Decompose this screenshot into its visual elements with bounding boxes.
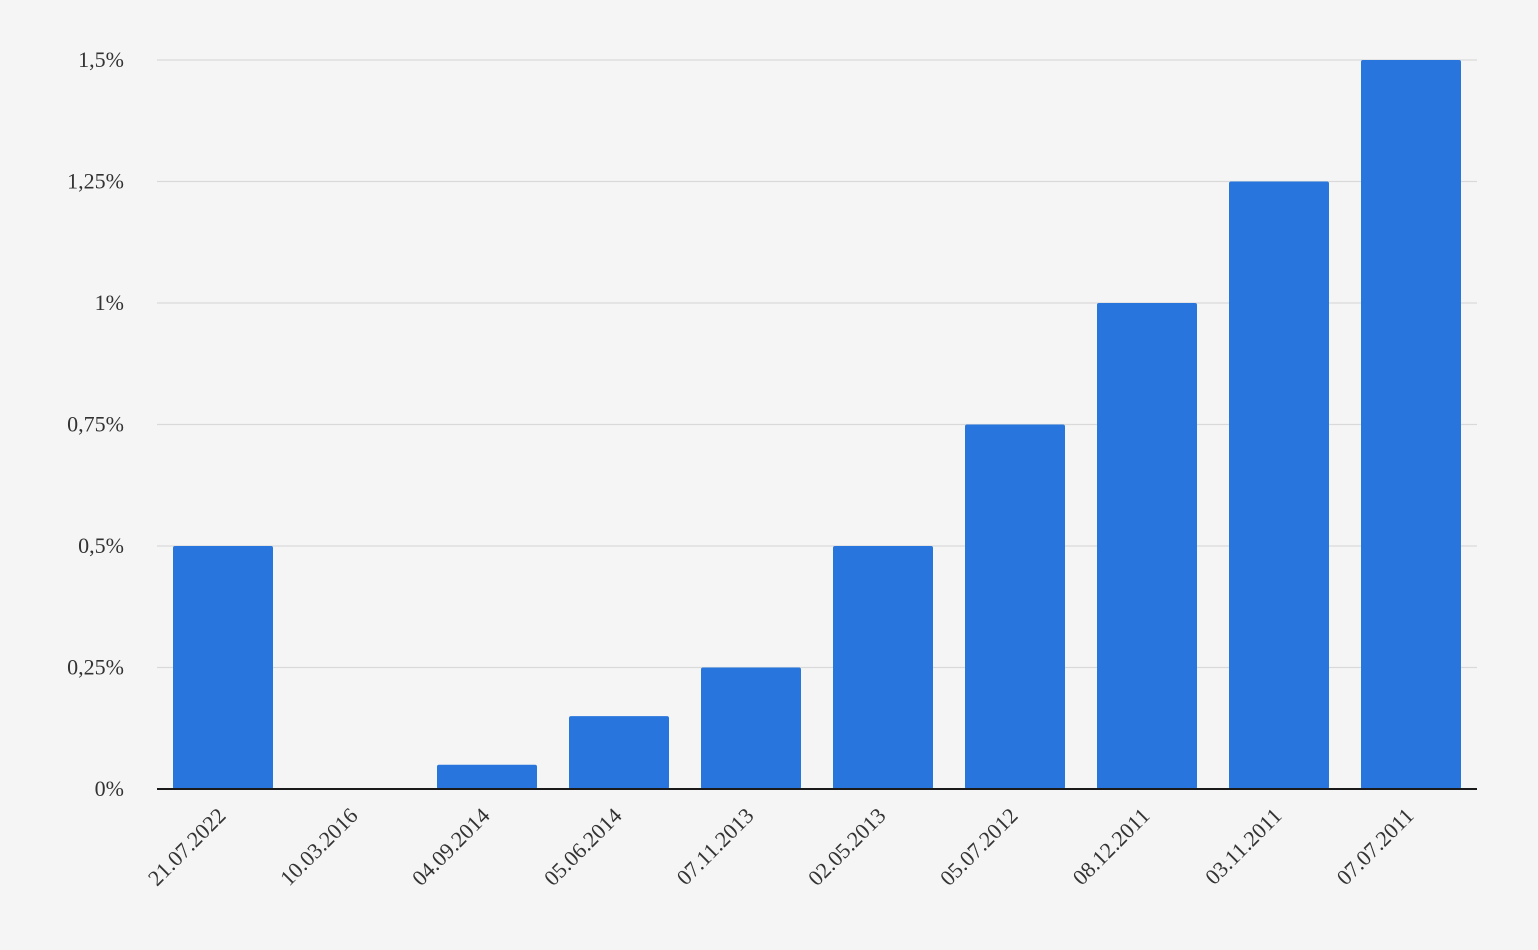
- bar-03.11.2011[interactable]: [1229, 181, 1329, 790]
- bar-05.07.2012[interactable]: [965, 424, 1065, 790]
- y-tick-label: 1,25%: [67, 169, 124, 194]
- bars: [173, 60, 1461, 789]
- y-tick-label: 0%: [95, 776, 124, 801]
- x-tick-label: 04.09.2014: [407, 803, 495, 891]
- y-tick-label: 0,5%: [78, 533, 124, 558]
- x-tick-label: 03.11.2011: [1200, 803, 1287, 890]
- bar-08.12.2011[interactable]: [1097, 303, 1197, 789]
- bar-07.07.2011[interactable]: [1361, 60, 1461, 789]
- x-tick-label: 08.12.2011: [1067, 803, 1154, 890]
- x-tick-label: 05.06.2014: [539, 803, 627, 891]
- y-tick-label: 1%: [95, 290, 124, 315]
- y-tick-label: 1,5%: [78, 47, 124, 72]
- y-tick-label: 0,25%: [67, 655, 124, 680]
- x-tick-label: 07.11.2013: [671, 803, 758, 890]
- bar-04.09.2014[interactable]: [437, 764, 537, 789]
- x-axis-tick-labels: 21.07.2022 10.03.2016 04.09.2014 05.06.2014…: [143, 803, 1419, 891]
- x-tick-label: 05.07.2012: [935, 803, 1023, 891]
- x-tick-label: 02.05.2013: [803, 803, 891, 891]
- bar-07.11.2013[interactable]: [701, 667, 801, 790]
- y-tick-label: 0,75%: [67, 412, 124, 437]
- bar-21.07.2022[interactable]: [173, 546, 273, 789]
- bar-05.06.2014[interactable]: [569, 716, 669, 789]
- bar-02.05.2013[interactable]: [833, 546, 933, 789]
- x-tick-label: 07.07.2011: [1331, 803, 1418, 890]
- x-tick-label: 10.03.2016: [275, 803, 363, 891]
- x-tick-label: 21.07.2022: [143, 803, 231, 891]
- y-axis-tick-labels: 0% 0,25% 0,5% 0,75% 1% 1,25% 1,5%: [67, 47, 124, 801]
